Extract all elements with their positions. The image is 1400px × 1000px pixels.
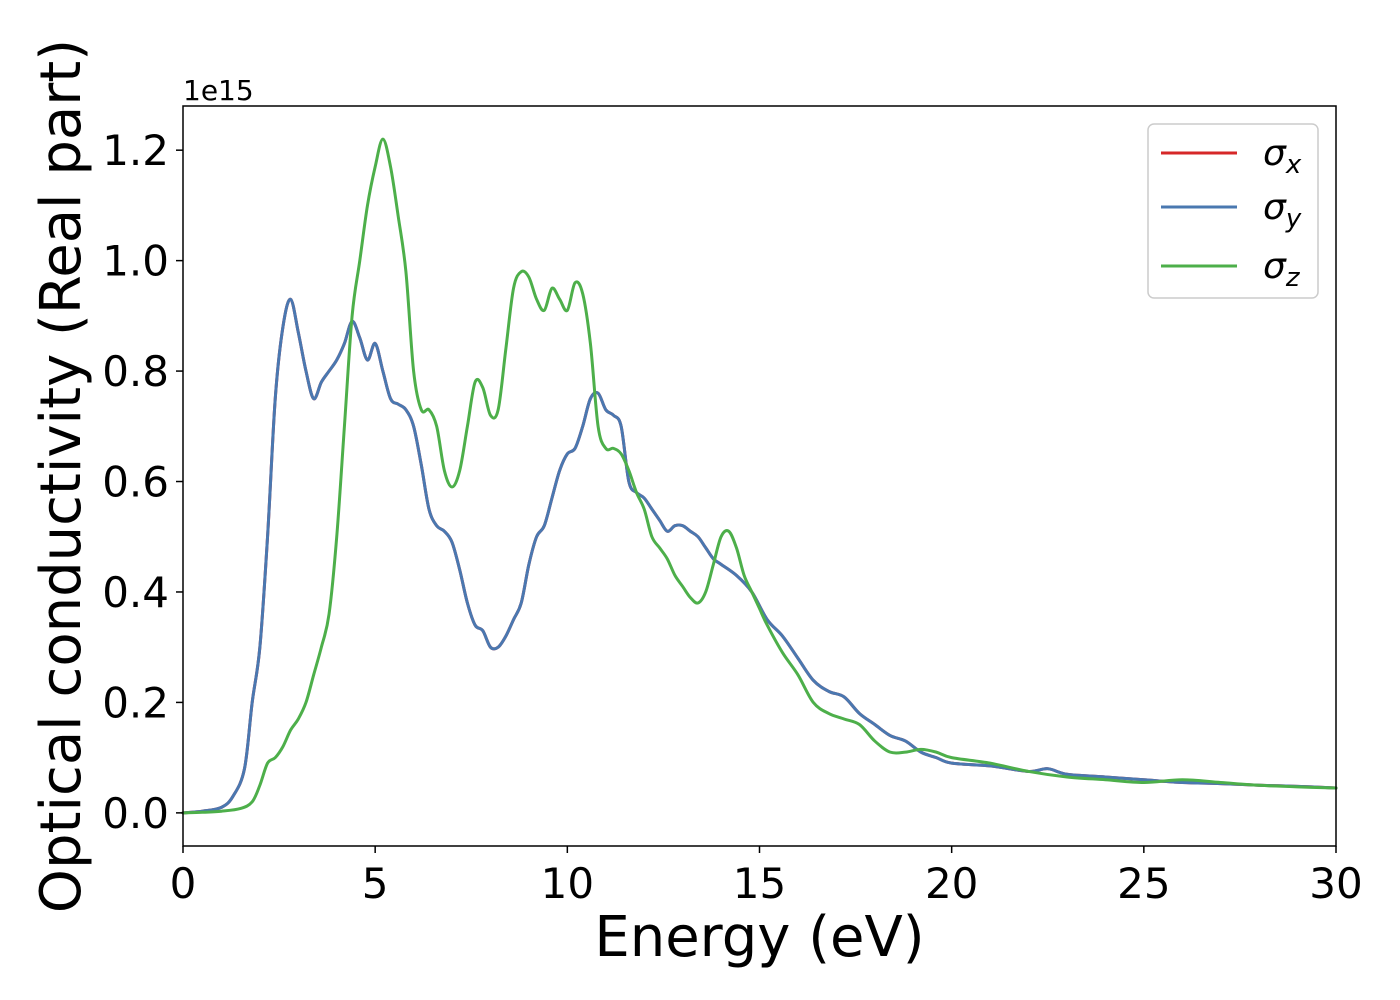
x-axis-title: Energy (eV) <box>594 905 924 970</box>
y-offset-label: 1e15 <box>183 74 254 107</box>
legend-box <box>1147 123 1319 299</box>
x-tick-label: 30 <box>1309 859 1362 908</box>
series-line-y <box>181 297 1338 815</box>
y-axis-ticks: 0.0 0.2 0.4 0.6 0.8 1.0 1.2 <box>102 126 183 838</box>
x-tick-label: 0 <box>170 859 197 908</box>
legend-subscript: y <box>1285 204 1302 234</box>
legend-subscript: x <box>1285 150 1302 180</box>
legend-label-z: σz <box>1263 246 1301 293</box>
x-tick-label: 5 <box>362 859 389 908</box>
x-tick-label: 15 <box>733 859 786 908</box>
x-tick-label: 25 <box>1117 859 1170 908</box>
legend-subscript: z <box>1285 263 1301 293</box>
legend-label-y: σy <box>1263 187 1302 234</box>
x-tick-label: 10 <box>541 859 594 908</box>
y-tick-label: 0.0 <box>102 789 169 838</box>
series-layer <box>181 137 1338 815</box>
x-tick-label: 20 <box>925 859 978 908</box>
y-tick-label: 0.8 <box>102 347 169 396</box>
series-line-z <box>181 137 1338 815</box>
y-tick-label: 0.6 <box>102 458 169 507</box>
legend-symbol: σ <box>1263 246 1287 287</box>
y-tick-label: 0.4 <box>102 568 169 617</box>
y-tick-label: 1.0 <box>102 237 169 286</box>
legend-symbol: σ <box>1263 187 1287 228</box>
y-tick-label: 0.2 <box>102 678 169 727</box>
y-tick-label: 1.2 <box>102 126 169 175</box>
legend-symbol: σ <box>1263 133 1287 174</box>
y-axis-title: Optical conductivity (Real part) <box>29 39 94 913</box>
legend-label-x: σx <box>1263 133 1302 180</box>
x-axis-ticks: 0 5 10 15 20 25 30 <box>170 846 1363 908</box>
